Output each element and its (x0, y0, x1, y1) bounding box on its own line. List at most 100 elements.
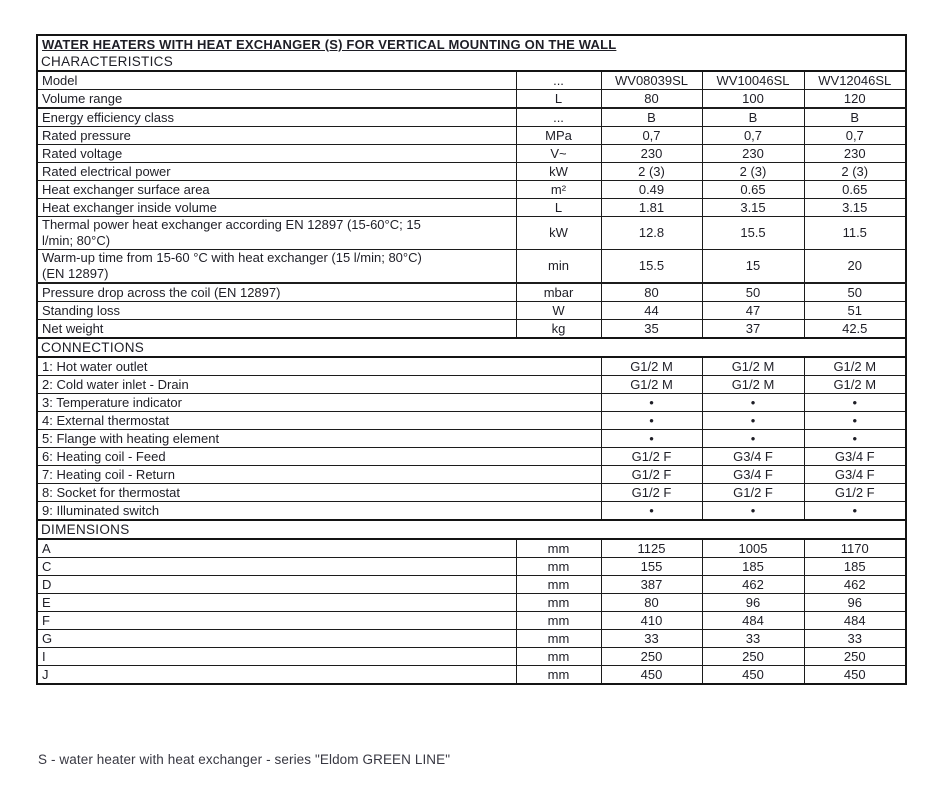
unit-cell: mm (515, 538, 602, 558)
unit-cell: ... (515, 70, 602, 90)
value-cell-model-2: • (701, 411, 805, 430)
value-cell-model-1: 250 (600, 647, 703, 666)
value-cell-model-2: 230 (701, 144, 805, 163)
value-cell-model-3: 50 (803, 282, 907, 302)
value-cell-model-2: G1/2 M (701, 375, 805, 394)
value-cell-model-3: G3/4 F (803, 447, 907, 466)
value-cell-model-1: 410 (600, 611, 703, 630)
value-cell-model-3: 33 (803, 629, 907, 648)
section-header-connections: CONNECTIONS (36, 337, 907, 358)
spec-table: WATER HEATERS WITH HEAT EXCHANGER (S) FO… (36, 34, 908, 685)
value-cell-model-1: 80 (600, 593, 703, 612)
value-cell-model-1: 80 (600, 89, 703, 109)
value-cell-model-1: 44 (600, 301, 703, 320)
section-header-dimensions: DIMENSIONS (36, 519, 907, 540)
value-cell-model-1: G1/2 M (600, 375, 703, 394)
value-cell-model-3: 1170 (803, 538, 907, 558)
value-cell-model-3: G3/4 F (803, 465, 907, 484)
row-label: 2: Cold water inlet - Drain (36, 375, 602, 394)
value-cell-model-1: 1125 (600, 538, 703, 558)
value-cell-model-1: G1/2 M (600, 356, 703, 376)
value-cell-model-1: • (600, 411, 703, 430)
footer-note: S - water heater with heat exchanger - s… (38, 752, 451, 767)
row-label: Net weight (36, 319, 517, 339)
row-label: C (36, 557, 517, 576)
value-cell-model-2: G3/4 F (701, 447, 805, 466)
value-cell-model-3: 11.5 (803, 216, 907, 250)
table-row: 8: Socket for thermostat G1/2 F G1/2 F G1/2… (36, 483, 907, 502)
unit-cell: kW (515, 216, 602, 250)
table-row: 4: External thermostat • • • (36, 411, 907, 430)
value-cell-model-1: 1.81 (600, 198, 703, 217)
value-cell-model-1: B (600, 107, 703, 127)
unit-cell: m² (515, 180, 602, 199)
unit-cell: V~ (515, 144, 602, 163)
value-cell-model-3: 96 (803, 593, 907, 612)
value-cell-model-2: 47 (701, 301, 805, 320)
value-cell-model-3: G1/2 M (803, 375, 907, 394)
value-cell-model-3: • (803, 501, 907, 521)
value-cell-model-3: 120 (803, 89, 907, 109)
row-label: 6: Heating coil - Feed (36, 447, 602, 466)
table-row: Heat exchanger surface area m² 0.49 0.65 0.6… (36, 180, 907, 199)
unit-cell: L (515, 89, 602, 109)
value-cell-model-3: 0,7 (803, 126, 907, 145)
value-cell-model-3: 450 (803, 665, 907, 685)
spec-table-wrap: WATER HEATERS WITH HEAT EXCHANGER (S) FO… (36, 34, 908, 685)
value-cell-model-2: 100 (701, 89, 805, 109)
value-cell-model-3: 484 (803, 611, 907, 630)
row-label: E (36, 593, 517, 612)
table-row: Rated electrical power kW 2 (3) 2 (3) 2 (3) (36, 162, 907, 181)
value-cell-model-2: 33 (701, 629, 805, 648)
value-cell-model-2: 50 (701, 282, 805, 302)
table-row: Heat exchanger inside volume L 1.81 3.15 3.1… (36, 198, 907, 217)
unit-cell: ... (515, 107, 602, 127)
value-cell-model-3: 2 (3) (803, 162, 907, 181)
row-label: Warm-up time from 15-60 °C with heat exc… (36, 249, 517, 284)
unit-cell: L (515, 198, 602, 217)
value-cell-model-3: 185 (803, 557, 907, 576)
row-label: Rated electrical power (36, 162, 517, 181)
row-label: D (36, 575, 517, 594)
row-label: 9: Illuminated switch (36, 501, 602, 521)
value-cell-model-2: 37 (701, 319, 805, 339)
table-row: 5: Flange with heating element • • • (36, 429, 907, 448)
value-cell-model-1: G1/2 F (600, 465, 703, 484)
table-row: Volume range L 80 100 120 (36, 89, 907, 109)
value-cell-model-2: 450 (701, 665, 805, 685)
value-cell-model-2: B (701, 107, 805, 127)
value-cell-model-1: • (600, 393, 703, 412)
value-cell-model-2: • (701, 501, 805, 521)
value-cell-model-1: 33 (600, 629, 703, 648)
value-cell-model-3: WV12046SL (803, 70, 907, 90)
value-cell-model-3: 3.15 (803, 198, 907, 217)
value-cell-model-1: 0.49 (600, 180, 703, 199)
value-cell-model-2: G1/2 F (701, 483, 805, 502)
value-cell-model-3: 42.5 (803, 319, 907, 339)
row-label: 7: Heating coil - Return (36, 465, 602, 484)
section-header-row: DIMENSIONS (36, 519, 907, 540)
value-cell-model-3: G1/2 F (803, 483, 907, 502)
value-cell-model-1: 0,7 (600, 126, 703, 145)
value-cell-model-2: 15 (701, 249, 805, 284)
table-row: Energy efficiency class... B B B (36, 107, 907, 127)
row-label: Standing loss (36, 301, 517, 320)
page-title: WATER HEATERS WITH HEAT EXCHANGER (S) FO… (36, 34, 907, 54)
row-label: A (36, 538, 517, 558)
unit-cell: mm (515, 611, 602, 630)
row-label: Model (36, 70, 517, 90)
row-label: 4: External thermostat (36, 411, 602, 430)
row-label: Energy efficiency class (36, 107, 517, 127)
value-cell-model-1: G1/2 F (600, 447, 703, 466)
unit-cell: mbar (515, 282, 602, 302)
value-cell-model-1: 450 (600, 665, 703, 685)
unit-cell: mm (515, 647, 602, 666)
value-cell-model-1: 80 (600, 282, 703, 302)
value-cell-model-3: 51 (803, 301, 907, 320)
row-label: Rated pressure (36, 126, 517, 145)
title-row: WATER HEATERS WITH HEAT EXCHANGER (S) FO… (36, 34, 907, 54)
